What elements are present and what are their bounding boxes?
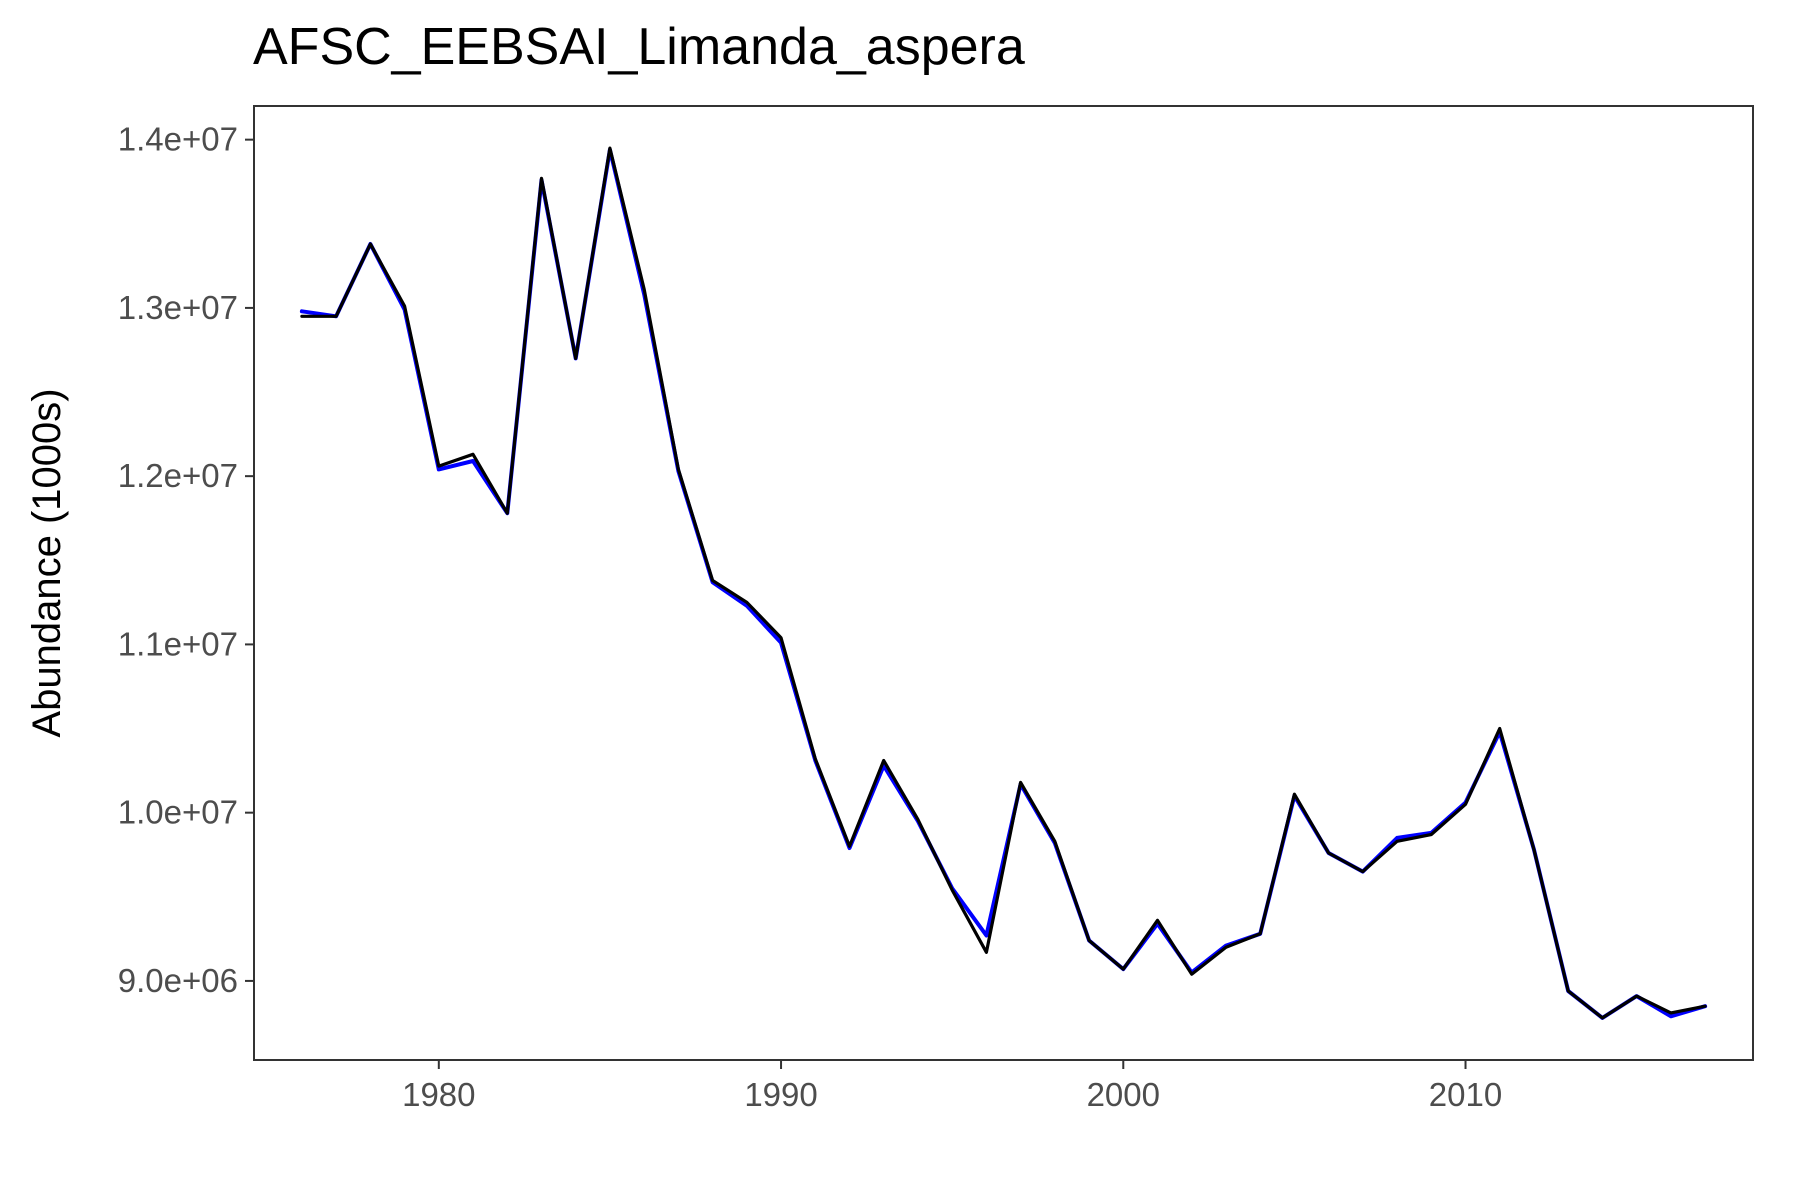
x-tick-label: 1990 (744, 1076, 817, 1113)
y-axis: 9.0e+06 1.0e+07 1.1e+07 1.2e+07 1.3e+07 1.4e+… (118, 121, 254, 999)
y-tick-label: 1.0e+07 (118, 794, 238, 831)
x-tick-label: 1980 (402, 1076, 475, 1113)
y-tick-label: 1.4e+07 (118, 121, 238, 158)
plot-panel (253, 105, 1754, 1061)
series-layer (299, 146, 1708, 1020)
y-axis-title: Abundance (1000s) (25, 388, 69, 737)
chart-title: AFSC_EEBSAI_Limanda_aspera (253, 18, 1025, 76)
x-tick-label: 2000 (1087, 1076, 1160, 1113)
x-axis: 1980 1990 2000 2010 (402, 1060, 1502, 1113)
series-line-2 (300, 146, 1707, 1020)
y-tick-label: 1.1e+07 (118, 625, 238, 662)
y-tick-label: 1.3e+07 (118, 289, 238, 326)
y-tick-label: 1.2e+07 (118, 457, 238, 494)
x-tick-label: 2010 (1429, 1076, 1502, 1113)
y-tick-label: 9.0e+06 (118, 962, 238, 999)
